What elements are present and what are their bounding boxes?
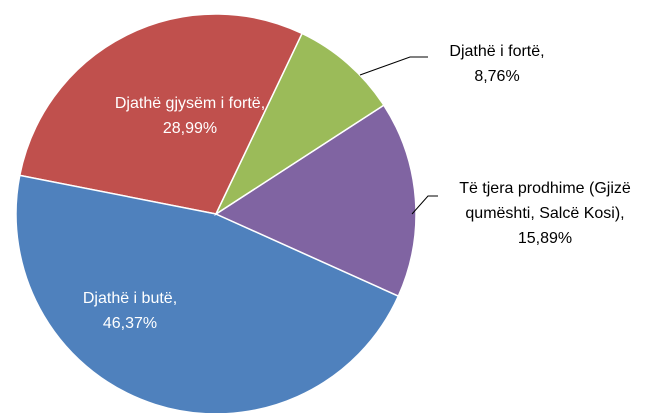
pie-slice — [18, 13, 304, 215]
pie-slice — [214, 32, 385, 217]
pie-slice — [214, 104, 417, 298]
slice-label: Djathë i fortë, 8,76% — [432, 39, 562, 89]
slice-label: Djathë gjysëm i fortë, 28,99% — [80, 91, 300, 141]
value-label: 28,99% — [162, 120, 218, 137]
leader-line — [411, 195, 438, 215]
slice-label: Djathë i butë, 46,37% — [40, 286, 220, 336]
category-label: Djathë i fortë, — [449, 43, 545, 60]
category-label: Djathë i butë, — [82, 290, 178, 307]
category-label: Të tjera prodhime (Gjizë qumështi, Salcë… — [459, 180, 631, 222]
category-label: Djathë gjysëm i fortë, — [114, 95, 266, 112]
pie-slice — [15, 174, 400, 413]
value-label: 15,89% — [517, 230, 573, 247]
value-label: 8,76% — [474, 68, 520, 85]
slice-label: Të tjera prodhime (Gjizë qumështi, Salcë… — [432, 176, 658, 251]
value-label: 46,37% — [102, 315, 158, 332]
leader-line — [359, 56, 428, 76]
